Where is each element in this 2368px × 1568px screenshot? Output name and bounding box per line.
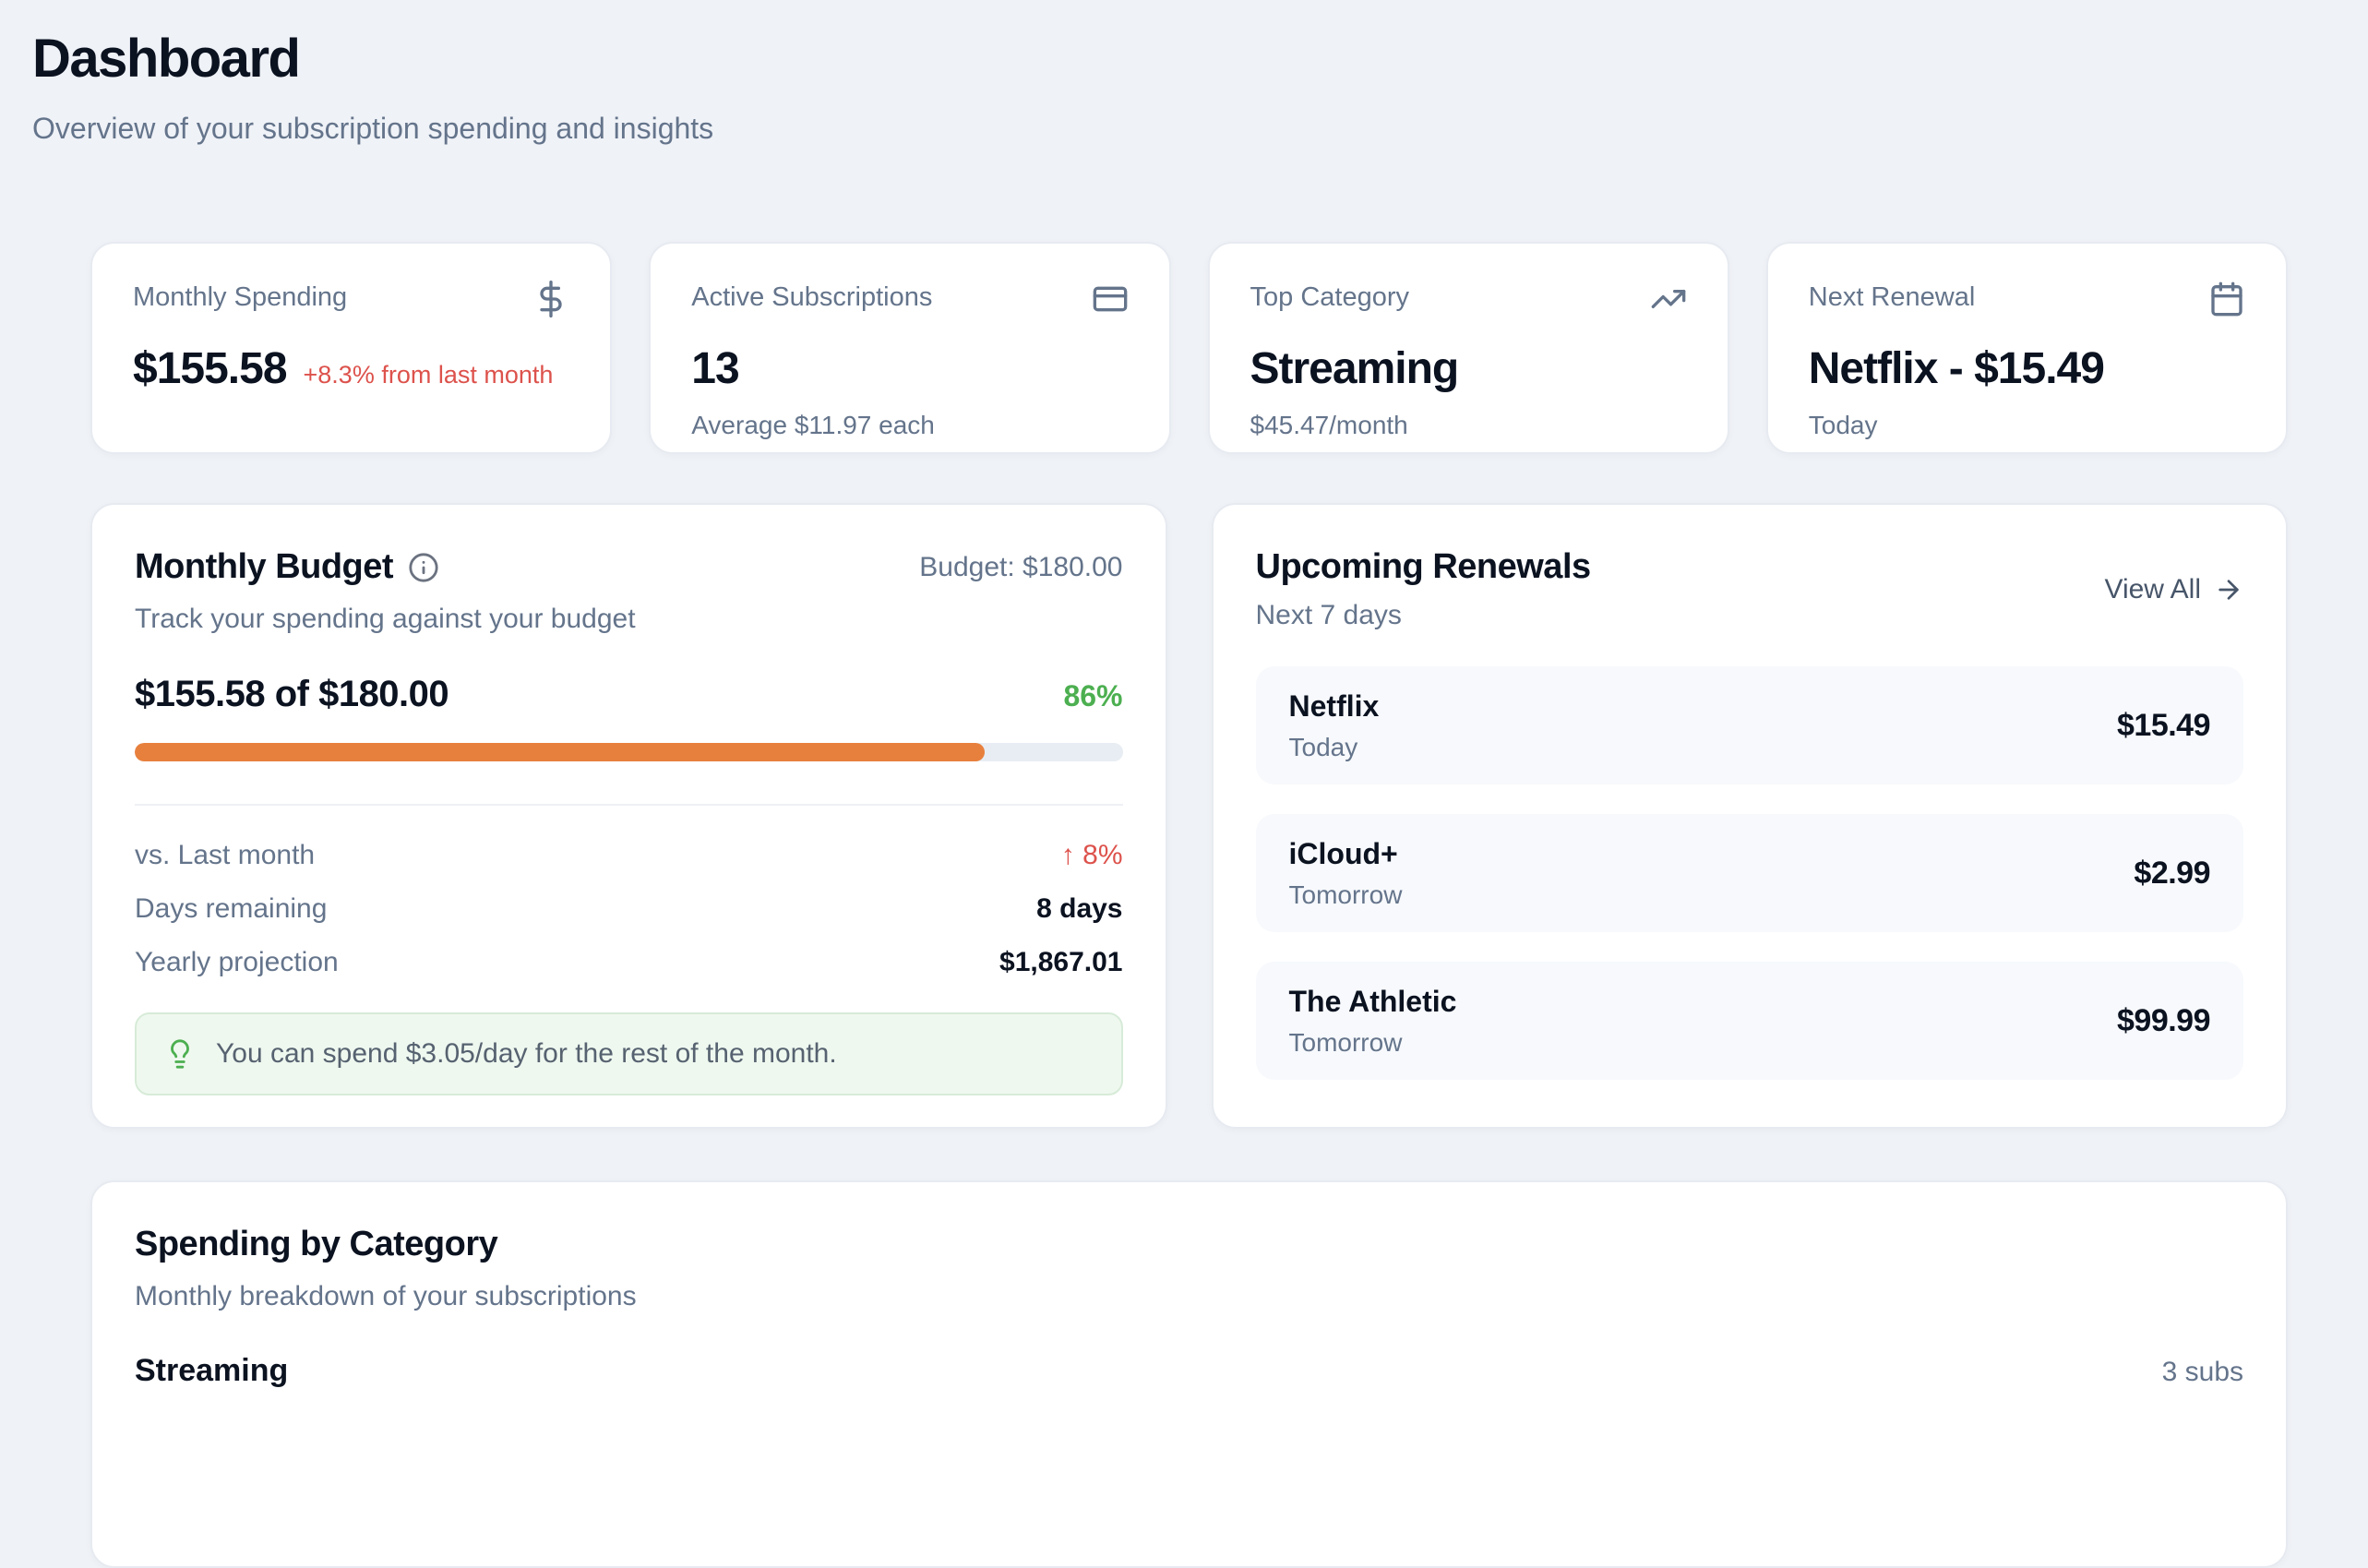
budget-card-title: Monthly Budget [135,547,394,586]
budget-row-label: vs. Last month [135,840,316,870]
stat-card-active-subscriptions: Active Subscriptions 13 Average $11.97 e… [649,242,1171,454]
arrow-up-icon: ↑ [1060,840,1075,870]
budget-stats-rows: vs. Last month ↑ 8% Days remaining 8 day… [135,837,1123,981]
stat-subtext: Average $11.97 each [691,411,935,439]
category-sub-count: 3 subs [2161,1357,2243,1387]
category-name: Streaming [135,1353,289,1388]
view-all-label: View All [2104,573,2201,604]
renewal-item-icloud: iCloud+ Tomorrow $2.99 [1255,814,2243,932]
renewals-card-title: Upcoming Renewals [1255,547,1592,586]
budget-progress-fill [135,743,985,761]
renewal-date: Tomorrow [1288,1027,1403,1057]
page-subtitle: Overview of your subscription spending a… [32,112,714,145]
stat-value: 13 [691,344,739,393]
renewal-item-netflix: Netflix Today $15.49 [1255,666,2243,784]
page-header: Dashboard Overview of your subscription … [0,28,2368,146]
dashboard-page: Dashboard Overview of your subscription … [0,28,2368,1568]
renewal-price: $15.49 [2117,707,2211,743]
category-card-subtitle: Monthly breakdown of your subscriptions [135,1281,637,1311]
stat-subtext: Today [1808,411,1878,439]
budget-progress-bar [135,743,1123,761]
calendar-icon [2208,281,2245,317]
stat-value: $155.58 [133,344,288,393]
divider [135,804,1123,806]
credit-card-icon [1092,281,1129,317]
stat-label: Active Subscriptions [691,282,933,312]
main-grid: Monthly Budget Budget: $180.00 Track you… [90,503,2288,1129]
renewal-name: Netflix [1288,688,1380,723]
renewals-card-subtitle: Next 7 days [1255,600,1402,630]
stat-label: Next Renewal [1808,282,1976,312]
dashboard-content: Monthly Spending $155.58 +8.3% from last… [90,242,2288,1568]
budget-row-label: Days remaining [135,893,328,924]
category-row-streaming: Streaming 3 subs [135,1353,2243,1389]
stat-value: Streaming [1250,344,1460,393]
stat-label: Top Category [1250,282,1410,312]
renewal-list: Netflix Today $15.49 iCloud+ Tomorrow $2… [1255,666,2243,1080]
budget-row-value: ↑ 8% [1061,840,1123,871]
lightbulb-icon [164,1038,196,1070]
stat-card-top-category: Top Category Streaming $45.47/month [1207,242,1729,454]
page-title: Dashboard [32,29,301,89]
budget-row-value: $1,867.01 [999,947,1123,977]
budget-amount-label: Budget: $180.00 [919,551,1123,582]
renewal-price: $99.99 [2117,1002,2211,1038]
renewal-date: Today [1288,732,1358,761]
budget-tip-box: You can spend $3.05/day for the rest of … [135,1012,1123,1095]
trending-up-icon [1650,281,1687,317]
stat-subtext: $45.47/month [1250,411,1408,439]
stat-card-monthly-spending: Monthly Spending $155.58 +8.3% from last… [90,242,613,454]
budget-percent: 86% [1063,679,1123,712]
renewal-price: $2.99 [2134,855,2210,891]
stat-card-next-renewal: Next Renewal Netflix - $15.49 Today [1765,242,2288,454]
budget-row-vs-last-month: vs. Last month ↑ 8% [135,837,1123,874]
arrow-right-icon [2214,575,2243,604]
stats-grid: Monthly Spending $155.58 +8.3% from last… [90,242,2288,454]
stat-value: Netflix - $15.49 [1808,344,2105,393]
category-card-title: Spending by Category [135,1225,498,1263]
spending-by-category-card: Spending by Category Monthly breakdown o… [90,1180,2288,1568]
stat-delta: +8.3% from last month [303,361,554,389]
renewal-name: iCloud+ [1288,836,1398,870]
renewal-item-the-athletic: The Athletic Tomorrow $99.99 [1255,962,2243,1080]
budget-row-yearly-projection: Yearly projection $1,867.01 [135,944,1123,981]
budget-tip-text: You can spend $3.05/day for the rest of … [216,1038,837,1069]
renewal-name: The Athletic [1288,984,1457,1018]
budget-spent-text: $155.58 of $180.00 [135,674,449,714]
budget-row-days-remaining: Days remaining 8 days [135,891,1123,928]
view-all-link[interactable]: View All [2104,574,2243,605]
budget-row-label: Yearly projection [135,947,339,977]
budget-card-subtitle: Track your spending against your budget [135,604,636,634]
stat-label: Monthly Spending [133,282,348,312]
monthly-budget-card: Monthly Budget Budget: $180.00 Track you… [90,503,1167,1129]
dollar-sign-icon [532,281,569,317]
info-icon[interactable] [408,552,439,583]
upcoming-renewals-card: Upcoming Renewals Next 7 days View All N… [1211,503,2288,1129]
renewal-date: Tomorrow [1288,880,1403,909]
budget-row-value: 8 days [1036,893,1123,924]
budget-row-value-text: 8% [1082,840,1123,870]
